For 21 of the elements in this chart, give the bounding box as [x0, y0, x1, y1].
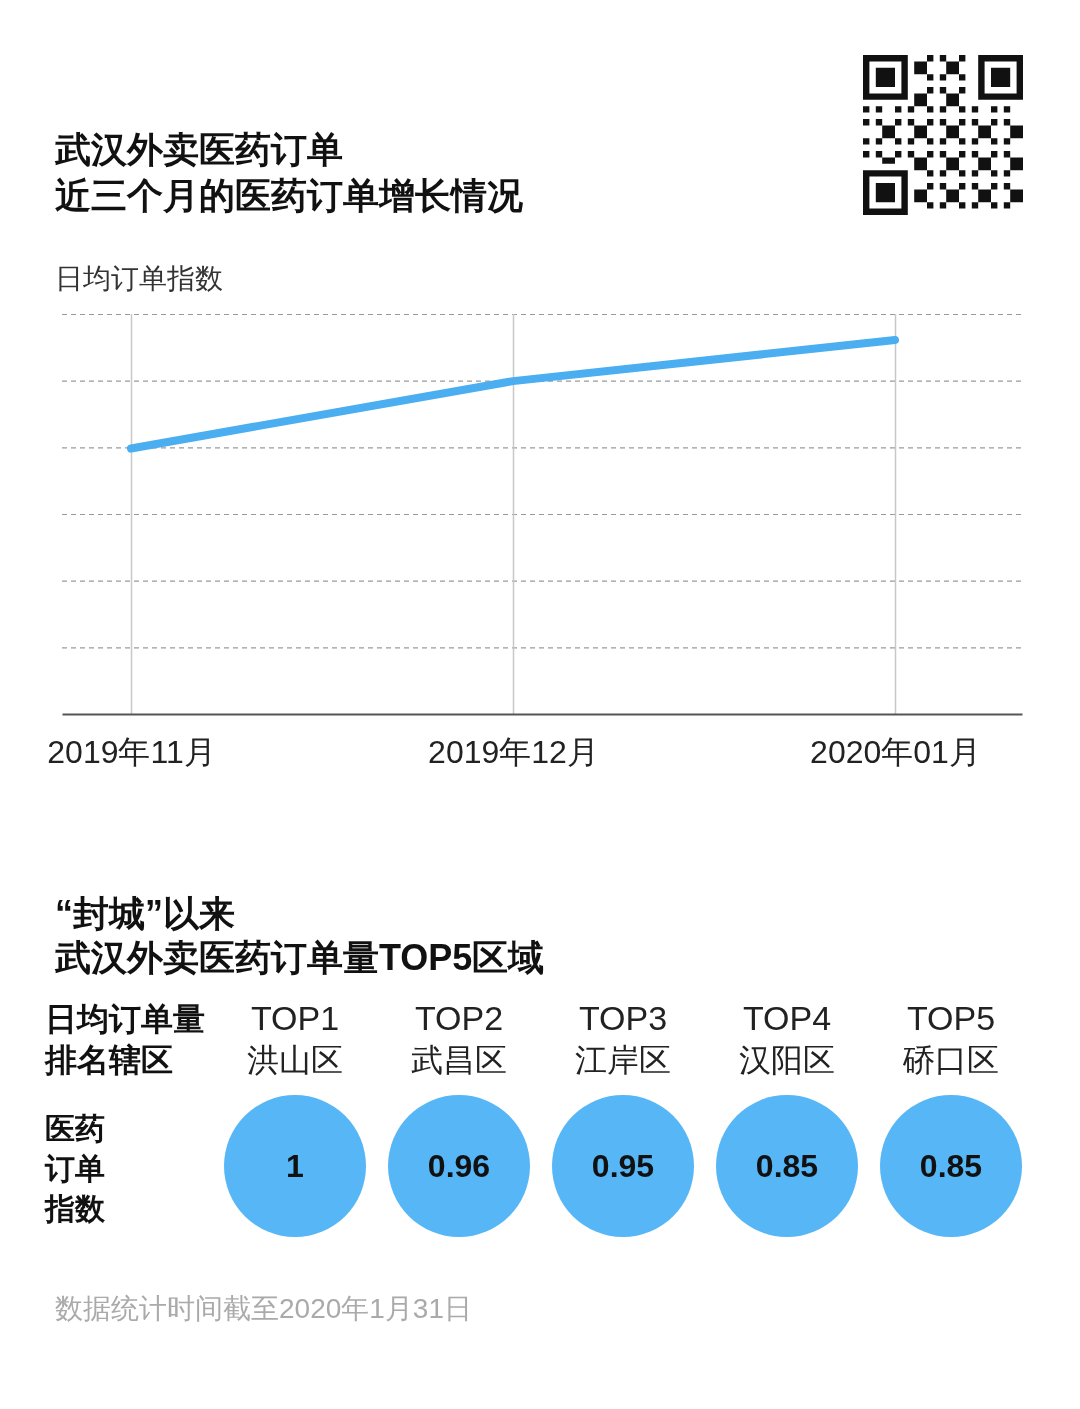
category-label: TOP5 硚口区	[902, 999, 999, 1078]
text: “封城”以来	[55, 893, 235, 934]
data-label: 0.95	[591, 1148, 655, 1184]
x-tick-label: 2020年01月	[810, 733, 981, 770]
text: 日均订单量排名辖区	[44, 1001, 205, 1078]
chart-subtitle: 近三个月的医药订单增长情况	[55, 175, 523, 216]
data-label: 0.85	[919, 1148, 983, 1184]
category-label: TOP4 汉阳区	[739, 999, 835, 1078]
category-label: TOP3 江岸区	[575, 999, 671, 1078]
text: 医药订单指数	[44, 1112, 106, 1225]
data-label: 1	[286, 1148, 304, 1184]
x-tick-label: 2019年12月	[428, 733, 599, 770]
y-axis-title: 日均订单指数	[55, 263, 223, 294]
text: 数据统计时间截至2020年1月31日	[55, 1293, 473, 1324]
x-tick-label: 2019年11月	[47, 733, 216, 770]
data-label: 0.96	[427, 1148, 491, 1184]
chart-title: 武汉外卖医药订单	[54, 129, 343, 170]
data-label: 0.85	[755, 1148, 819, 1184]
category-label: TOP1 洪山区	[247, 999, 343, 1078]
category-label: TOP2 武昌区	[411, 999, 507, 1078]
text: 武汉外卖医药订单量TOP5区域	[54, 937, 545, 978]
